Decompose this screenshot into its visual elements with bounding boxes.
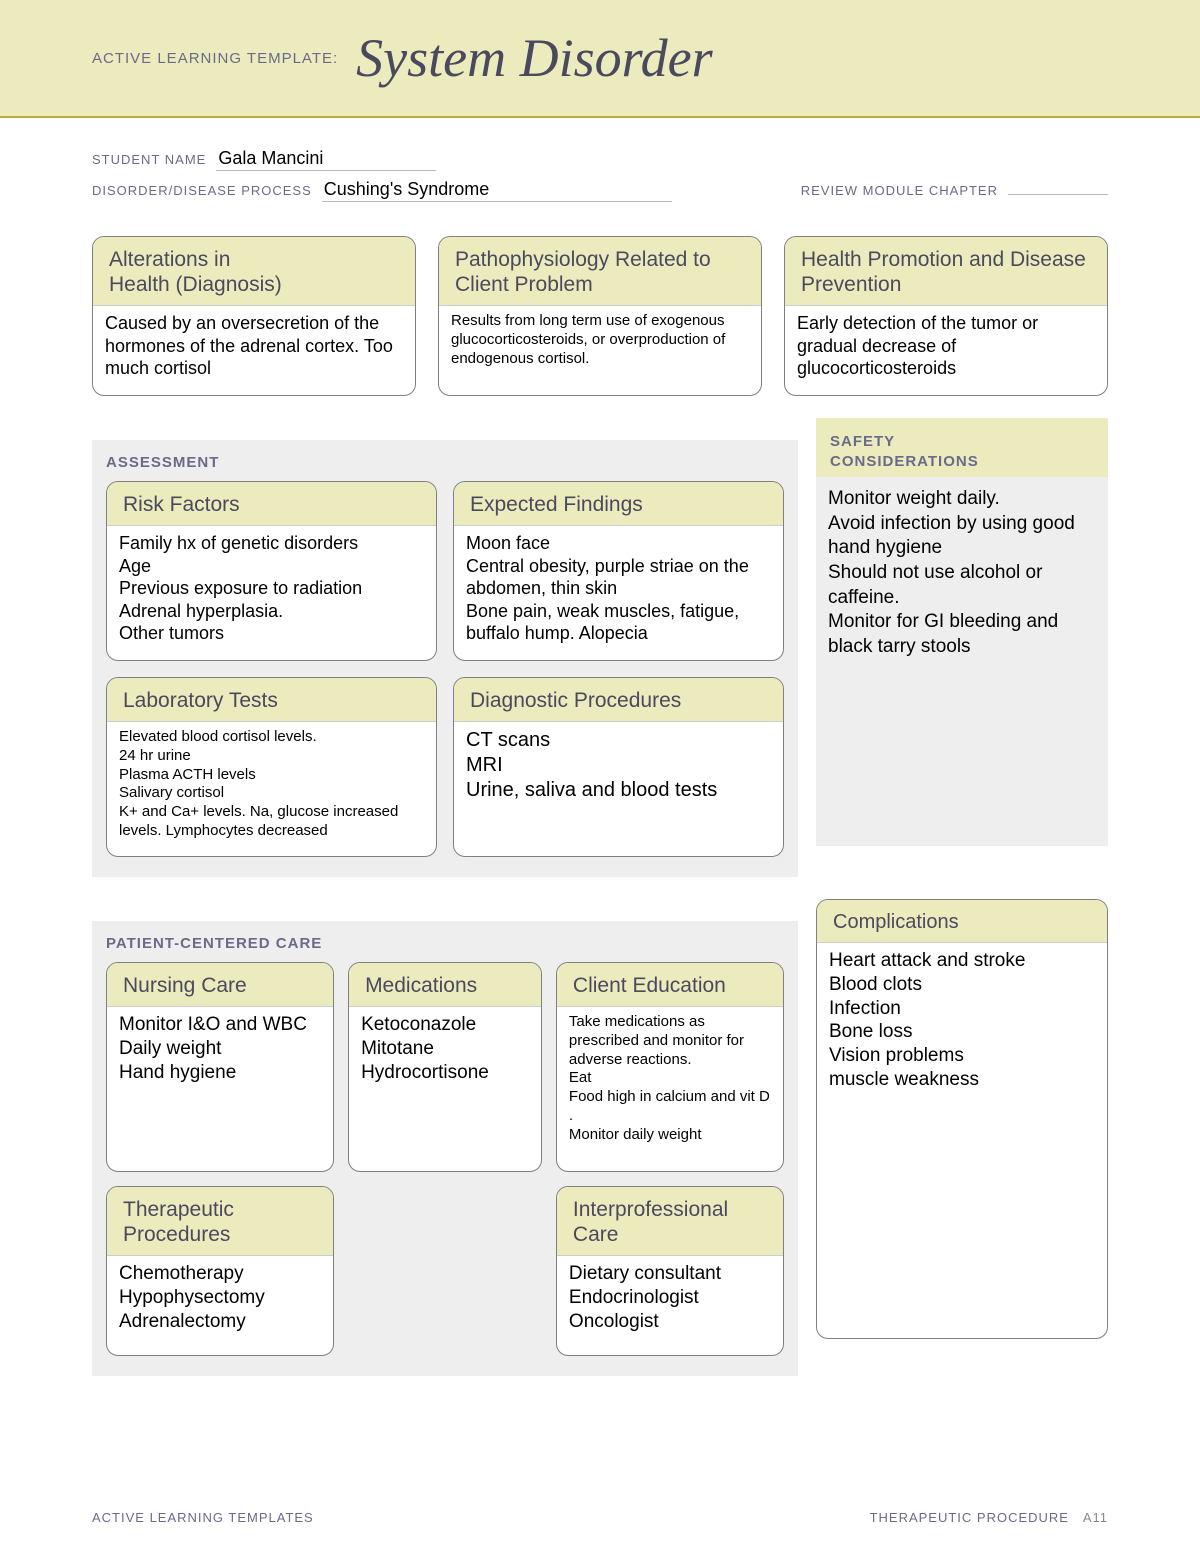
box-alterations: Alterations in Health (Diagnosis) Caused… — [92, 236, 416, 396]
footer-right: THERAPEUTIC PROCEDURE A11 — [870, 1510, 1108, 1525]
pcc-label: PATIENT-CENTERED CARE — [106, 935, 784, 952]
box-head: Alterations in Health (Diagnosis) — [93, 237, 415, 306]
box-head: Complications — [817, 900, 1107, 943]
header-prefix: ACTIVE LEARNING TEMPLATE: — [92, 50, 338, 67]
disorder-label: DISORDER/DISEASE PROCESS — [92, 183, 312, 198]
box-head: Health Promotion and Disease Prevention — [785, 237, 1107, 306]
footer: ACTIVE LEARNING TEMPLATES THERAPEUTIC PR… — [92, 1510, 1108, 1525]
box-body: Elevated blood cortisol levels. 24 hr ur… — [107, 722, 436, 856]
box-client-education: Client Education Take medications as pre… — [556, 962, 784, 1172]
box-interprofessional-care: Interprofessional Care Dietary consultan… — [556, 1186, 784, 1356]
box-risk-factors: Risk Factors Family hx of genetic disord… — [106, 481, 437, 661]
box-pathophysiology: Pathophysiology Related to Client Proble… — [438, 236, 762, 396]
chapter-value — [1008, 193, 1108, 195]
safety-body: Monitor weight daily. Avoid infection by… — [816, 477, 1108, 846]
box-complications: Complications Heart attack and stroke Bl… — [816, 899, 1108, 1339]
header-band: ACTIVE LEARNING TEMPLATE: System Disorde… — [0, 0, 1200, 118]
box-body: Results from long term use of exogenous … — [439, 306, 761, 395]
box-head: Client Education — [557, 963, 783, 1007]
mid-row: ASSESSMENT Risk Factors Family hx of gen… — [92, 418, 1108, 877]
box-body: CT scans MRI Urine, saliva and blood tes… — [454, 722, 783, 856]
box-head: Nursing Care — [107, 963, 333, 1007]
box-head: Pathophysiology Related to Client Proble… — [439, 237, 761, 306]
footer-left: ACTIVE LEARNING TEMPLATES — [92, 1510, 314, 1525]
pcc-row: PATIENT-CENTERED CARE Nursing Care Monit… — [92, 899, 1108, 1376]
box-body: Moon face Central obesity, purple striae… — [454, 526, 783, 660]
box-expected-findings: Expected Findings Moon face Central obes… — [453, 481, 784, 661]
box-head: Interprofessional Care — [557, 1187, 783, 1256]
box-nursing-care: Nursing Care Monitor I&O and WBC Daily w… — [106, 962, 334, 1172]
box-body: Monitor I&O and WBC Daily weight Hand hy… — [107, 1007, 333, 1171]
box-head: Expected Findings — [454, 482, 783, 526]
box-head: Risk Factors — [107, 482, 436, 526]
box-body: Heart attack and stroke Blood clots Infe… — [817, 943, 1107, 1338]
safety-column: SAFETY CONSIDERATIONS Monitor weight dai… — [816, 418, 1108, 877]
content-area: STUDENT NAME Gala Mancini DISORDER/DISEA… — [0, 118, 1200, 1376]
box-health-promotion: Health Promotion and Disease Prevention … — [784, 236, 1108, 396]
box-body: Family hx of genetic disorders Age Previ… — [107, 526, 436, 660]
safety-label: SAFETY CONSIDERATIONS — [830, 432, 1094, 471]
box-body: Dietary consultant Endocrinologist Oncol… — [557, 1256, 783, 1355]
box-therapeutic-procedures: Therapeutic Procedures Chemotherapy Hypo… — [106, 1186, 334, 1356]
meta-disorder-row: DISORDER/DISEASE PROCESS Cushing's Syndr… — [92, 179, 1108, 202]
box-laboratory-tests: Laboratory Tests Elevated blood cortisol… — [106, 677, 437, 857]
top-row: Alterations in Health (Diagnosis) Caused… — [92, 236, 1108, 396]
box-body: Caused by an oversecretion of the hormon… — [93, 306, 415, 395]
box-head: Therapeutic Procedures — [107, 1187, 333, 1256]
box-medications: Medications Ketoconazole Mitotane Hydroc… — [348, 962, 542, 1172]
box-head: Laboratory Tests — [107, 678, 436, 722]
header-title: System Disorder — [356, 27, 712, 89]
disorder-value: Cushing's Syndrome — [322, 179, 672, 202]
box-head: Medications — [349, 963, 541, 1007]
pcc-section: PATIENT-CENTERED CARE Nursing Care Monit… — [92, 921, 798, 1376]
assessment-section: ASSESSMENT Risk Factors Family hx of gen… — [92, 440, 798, 877]
complications-column: Complications Heart attack and stroke Bl… — [816, 899, 1108, 1339]
student-label: STUDENT NAME — [92, 152, 206, 167]
assessment-label: ASSESSMENT — [106, 454, 784, 471]
box-diagnostic-procedures: Diagnostic Procedures CT scans MRI Urine… — [453, 677, 784, 857]
box-body: Chemotherapy Hypophysectomy Adrenalectom… — [107, 1256, 333, 1355]
box-body: Take medications as prescribed and monit… — [557, 1007, 783, 1171]
box-body: Early detection of the tumor or gradual … — [785, 306, 1107, 395]
box-safety: SAFETY CONSIDERATIONS Monitor weight dai… — [816, 418, 1108, 846]
box-body: Ketoconazole Mitotane Hydrocortisone — [349, 1007, 541, 1171]
chapter-label: REVIEW MODULE CHAPTER — [801, 183, 998, 198]
student-value: Gala Mancini — [216, 148, 436, 171]
meta-student-row: STUDENT NAME Gala Mancini — [92, 148, 1108, 171]
box-head: Diagnostic Procedures — [454, 678, 783, 722]
